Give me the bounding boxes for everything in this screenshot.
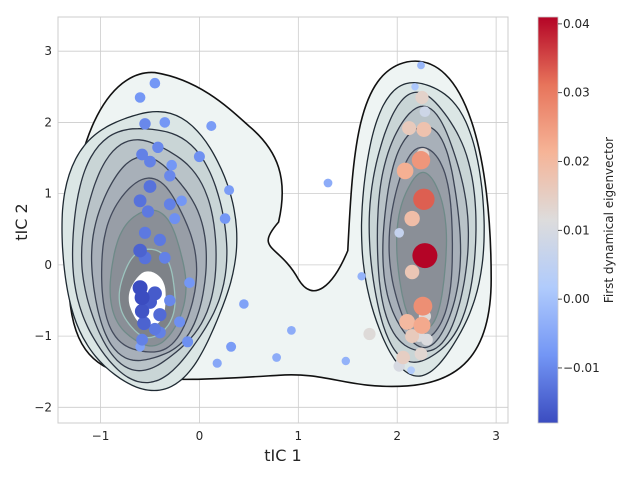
colorbar-tick-label: 0.00 [563,292,590,306]
x-tick-label: −1 [92,429,110,443]
scatter-point [324,179,333,188]
scatter-point [407,366,415,374]
x-tick-label: 1 [295,429,303,443]
scatter-point [399,314,415,330]
y-tick-label: −1 [34,329,52,343]
scatter-point [397,163,414,180]
scatter-point [239,299,249,309]
scatter-point [136,334,148,346]
scatter-point [226,342,236,352]
scatter-point [363,328,375,340]
scatter-point [159,252,171,264]
colorbar-label: First dynamical eigenvector [602,137,616,303]
scatter-point [420,106,431,117]
scatter-point [135,304,149,318]
scatter-point [144,180,157,193]
scatter-point [164,170,175,181]
scatter-point [272,353,281,362]
x-tick-label: 2 [393,429,401,443]
colorbar-tick-label: 0.04 [563,17,590,31]
colorbar-tick-label: 0.02 [563,155,590,169]
scatter-point [415,91,428,104]
scatter-point [182,336,193,347]
scatter-point [412,243,437,268]
y-tick-label: 1 [44,187,52,201]
scatter-point [184,277,195,288]
y-axis-label: tIC 2 [12,203,31,240]
scatter-point [150,78,161,89]
y-tick-label: 3 [44,44,52,58]
scatter-point [396,351,410,365]
scatter-point [137,317,151,331]
y-tick-label: 0 [44,258,52,272]
scatter-point [136,149,148,161]
scatter-point [414,317,431,334]
scatter-point [416,122,431,137]
scatter-point [135,290,150,305]
scatter-point [213,359,222,368]
scatter-point [415,348,428,361]
scatter-point [164,295,175,306]
scatter-point [169,213,180,224]
scatter-point [411,83,418,90]
scatter-point [152,142,163,153]
x-tick-label: 3 [492,429,500,443]
scatter-point [357,272,365,280]
scatter-point [404,211,419,226]
scatter-point [405,265,419,279]
scatter-point [342,357,350,365]
scatter-point [134,194,147,207]
scatter-point [139,227,151,239]
scatter-point [417,62,425,70]
y-tick-labels: −2 −1 0 1 2 3 [34,44,52,414]
scatter-point [402,121,416,135]
colorbar-tick-label: −0.01 [563,361,600,375]
scatter-point [287,326,296,335]
scatter-point [160,117,171,128]
scatter-point [166,160,177,171]
scatter-point [148,286,162,300]
scatter-point [220,213,231,224]
x-axis-label: tIC 1 [264,446,301,465]
scatter-point [164,198,176,210]
scatter-point [133,244,147,258]
scatter-point [194,151,205,162]
scatter-point [206,121,216,131]
y-tick-label: −2 [34,400,52,414]
scatter-point [421,334,433,346]
scatter-point [174,316,185,327]
scatter-point [139,118,150,129]
scatter-point [154,234,166,246]
scatter-point [413,189,434,210]
colorbar-tick-label: 0.01 [563,223,590,237]
y-tick-label: 2 [44,115,52,129]
x-tick-label: 0 [196,429,204,443]
scatter-point [153,308,166,321]
scatter-point [135,92,146,103]
colorbar-tick-label: 0.03 [563,86,590,100]
scatter-point [176,196,187,207]
scatter-point [412,151,430,169]
scatter-point [224,185,234,195]
scatter-point [394,228,404,238]
colorbar [538,17,558,423]
x-tick-labels: −1 0 1 2 3 [92,429,500,443]
scatter-point [414,297,433,316]
scatter-point [142,205,154,217]
colorbar-tick-labels: −0.01 0.00 0.01 0.02 0.03 0.04 [558,17,600,375]
